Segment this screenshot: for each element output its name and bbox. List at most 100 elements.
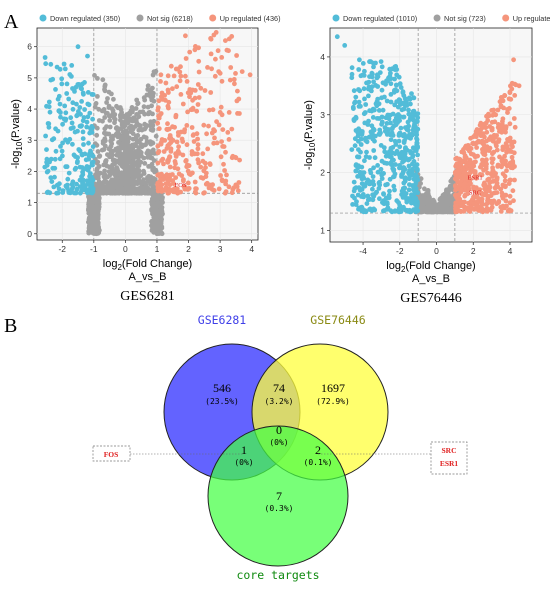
data-point-up xyxy=(473,159,478,165)
y-tick-label: 2 xyxy=(27,166,32,176)
data-point-down xyxy=(77,164,83,170)
venn-pct-bc: (0.1%) xyxy=(304,458,333,467)
data-point-up xyxy=(455,194,460,200)
data-point-up xyxy=(170,124,175,130)
data-point-up xyxy=(499,158,505,164)
data-point-down xyxy=(362,158,367,164)
data-point-up xyxy=(224,172,229,178)
data-point-notsig xyxy=(96,106,102,112)
data-point-down xyxy=(406,107,411,113)
data-point-notsig xyxy=(108,143,114,149)
data-point-up xyxy=(178,92,184,97)
callout-target-fos: FOS xyxy=(104,450,119,459)
data-point-up xyxy=(216,186,222,192)
data-point-notsig xyxy=(106,103,112,109)
data-point-notsig xyxy=(123,163,128,169)
data-point-down xyxy=(375,163,380,168)
data-point-down xyxy=(66,170,72,176)
data-point-down xyxy=(80,129,86,135)
data-point-up xyxy=(235,111,240,116)
data-point-up xyxy=(484,113,489,119)
data-point-up xyxy=(185,180,191,186)
data-point-up xyxy=(190,105,196,111)
data-point-up xyxy=(453,187,458,193)
data-point-notsig xyxy=(112,168,118,174)
data-point-up xyxy=(507,135,513,141)
data-point-down xyxy=(72,166,78,172)
data-point-down xyxy=(408,209,414,215)
data-point-down xyxy=(89,160,95,166)
data-point-down xyxy=(89,124,95,129)
data-point-down xyxy=(367,207,372,212)
data-point-notsig xyxy=(111,96,116,102)
data-point-up xyxy=(505,110,510,115)
data-point-down xyxy=(357,88,363,94)
y-axis-label-gse76446: -log10(P.value) xyxy=(303,100,317,170)
data-point-down xyxy=(391,183,397,189)
data-point-up xyxy=(184,164,190,170)
data-point-up xyxy=(157,173,163,178)
data-point-up xyxy=(468,181,473,187)
data-point-down xyxy=(389,131,394,137)
data-point-notsig xyxy=(118,112,123,118)
data-point-down xyxy=(364,201,370,207)
data-point-down xyxy=(357,57,362,63)
data-point-up xyxy=(183,73,188,79)
data-point-up xyxy=(480,157,485,163)
data-point-down xyxy=(383,81,388,87)
data-point-down xyxy=(373,83,379,88)
x-tick-label: 1 xyxy=(155,244,160,254)
data-point-notsig xyxy=(141,95,147,101)
data-point-up xyxy=(170,188,176,194)
data-point-down xyxy=(86,102,92,108)
data-point-down xyxy=(61,61,67,67)
data-point-notsig xyxy=(445,205,451,211)
data-point-down xyxy=(42,164,48,170)
data-point-down xyxy=(351,106,356,111)
data-point-up xyxy=(463,206,469,212)
data-point-notsig xyxy=(133,106,139,111)
data-point-notsig xyxy=(125,175,130,180)
data-point-down xyxy=(387,153,393,159)
data-point-up xyxy=(202,160,208,166)
data-point-notsig xyxy=(131,172,137,178)
data-point-notsig xyxy=(149,218,155,224)
data-point-down xyxy=(395,104,401,110)
data-point-down xyxy=(85,187,91,193)
data-point-down xyxy=(397,118,402,123)
data-point-up xyxy=(158,72,164,78)
volcano-plot-gse76446: Down regulated (1010) Not sig (723) Up reg… xyxy=(303,14,550,306)
data-point-up xyxy=(217,70,223,76)
data-point-up xyxy=(192,95,198,101)
data-point-down xyxy=(77,105,83,110)
data-point-up xyxy=(160,97,165,102)
data-point-down xyxy=(379,121,384,127)
data-point-up xyxy=(190,133,196,138)
data-point-down xyxy=(63,110,69,116)
data-point-down xyxy=(53,87,58,92)
data-point-down xyxy=(62,66,68,72)
data-point-up xyxy=(208,51,214,57)
data-point-up xyxy=(498,103,504,108)
data-point-down xyxy=(43,133,48,139)
x-axis-sublabel-gse6281: A_vs_B xyxy=(129,271,167,283)
data-point-up xyxy=(482,134,487,140)
data-point-down xyxy=(55,96,61,102)
y-tick-label: 4 xyxy=(27,104,32,114)
data-point-up xyxy=(482,186,488,191)
data-point-up xyxy=(156,98,162,104)
data-point-up xyxy=(235,188,241,194)
data-point-notsig xyxy=(141,171,147,176)
data-point-up xyxy=(184,79,190,84)
data-point-notsig xyxy=(94,216,99,222)
data-point-up xyxy=(223,189,229,195)
data-point-down xyxy=(72,190,77,196)
data-point-down xyxy=(394,198,400,204)
ticks-gse76446: -4 -2 0 2 4 1 2 3 4 xyxy=(320,52,512,256)
data-point-up xyxy=(218,104,224,110)
data-point-down xyxy=(44,159,49,165)
data-point-down xyxy=(366,93,371,99)
data-point-down xyxy=(411,196,417,202)
data-point-up xyxy=(165,121,170,127)
data-point-up xyxy=(173,161,178,167)
